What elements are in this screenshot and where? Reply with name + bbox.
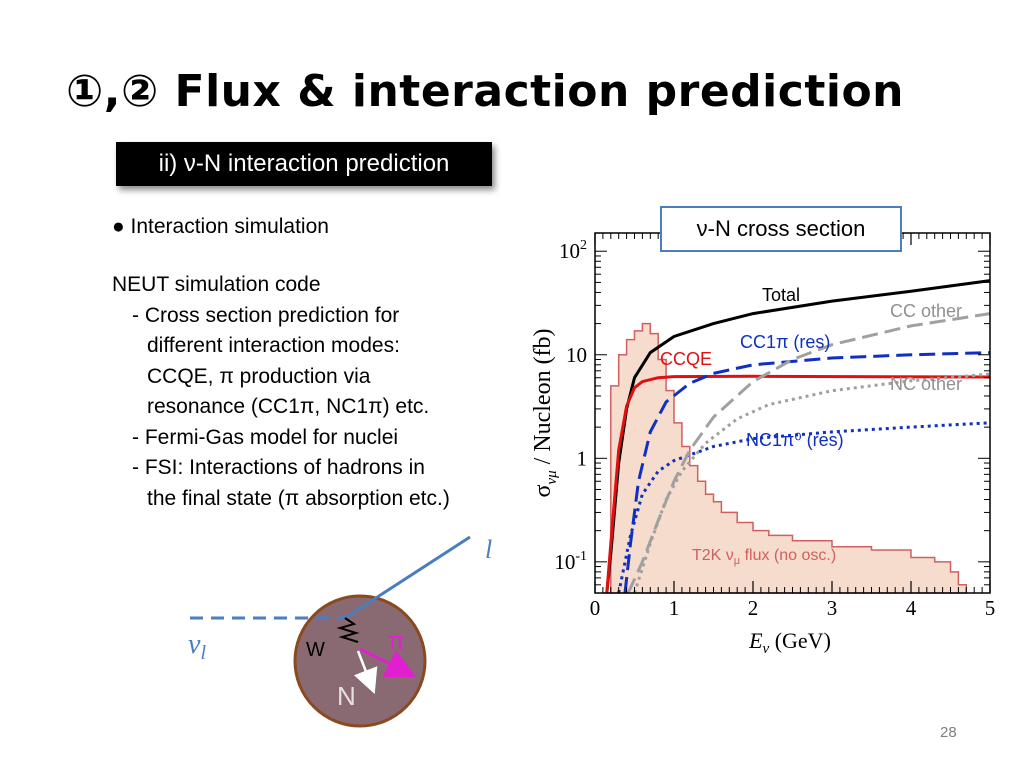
y-axis-title: σνμ / Nucleon (fb) (530, 328, 560, 497)
series-annotation: CCQE (660, 349, 712, 369)
y-tick-label: 102 (559, 238, 587, 263)
body-text: NEUT simulation code - Cross section pre… (112, 270, 450, 514)
x-tick-label: 5 (985, 596, 996, 620)
cross-section-label: ν-N cross section (660, 206, 902, 252)
y-tick-label: 10 (566, 343, 587, 367)
y-tick-label: 1 (577, 446, 588, 470)
lepton-line (344, 535, 471, 620)
flux-histogram (602, 322, 968, 594)
nucleon-label: N (337, 681, 356, 711)
body-line: the final state (π absorption etc.) (147, 486, 450, 510)
subtitle-box: ii) ν-N interaction prediction (116, 142, 492, 186)
lepton-label: l (485, 535, 492, 564)
x-tick-label: 4 (906, 596, 917, 620)
series-line-3 (617, 421, 991, 594)
series-line-4 (626, 312, 991, 594)
x-tick-label: 3 (827, 596, 838, 620)
nucleon-arrow (354, 650, 378, 694)
body-line: - Fermi-Gas model for nuclei (132, 425, 399, 449)
series-annotation: NC1π⁰ (res) (746, 430, 844, 450)
pion-arrow (359, 647, 417, 678)
body-line: different interaction modes: (147, 334, 400, 357)
series-annotation: NC other (890, 374, 962, 394)
w-label: W (306, 639, 325, 661)
series-line-1 (605, 374, 991, 594)
body-line: CCQE, π production via (147, 364, 371, 388)
body-line: resonance (CC1π, NC1π) etc. (147, 395, 430, 418)
nucleus-circle (293, 594, 427, 728)
series-annotation: CC1π (res) (740, 332, 830, 352)
pion-label: π (388, 628, 405, 655)
flux-label: T2K νμ flux (no osc.) (692, 547, 836, 567)
x-tick-label: 1 (669, 596, 680, 620)
y-tick-label: 10-1 (554, 549, 587, 574)
series-annotation: Total (762, 285, 800, 305)
interaction-diagram: l νl W π N (188, 535, 492, 728)
x-tick-label: 2 (748, 596, 759, 620)
body-line: - FSI: Interactions of hadrons in (132, 456, 425, 479)
page-number: 28 (940, 724, 957, 741)
cross-section-chart: 0 1 2 3 4 5 102 10 1 10-1 Eν (GeV) σνμ / Nucleon (f… (530, 232, 996, 657)
x-axis-title: Eν (GeV) (748, 628, 831, 657)
bullet-heading: ● Interaction simulation (112, 215, 329, 238)
neutrino-label: νl (188, 629, 206, 664)
series-annotation: CC other (890, 301, 962, 321)
x-tick-label: 0 (590, 596, 601, 620)
body-line: NEUT simulation code (112, 273, 321, 296)
body-line: - Cross section prediction for (132, 303, 400, 327)
series-line-2 (623, 351, 991, 594)
w-boson-wiggle (336, 617, 360, 643)
page-title: ①,② Flux & interaction prediction (66, 66, 904, 117)
